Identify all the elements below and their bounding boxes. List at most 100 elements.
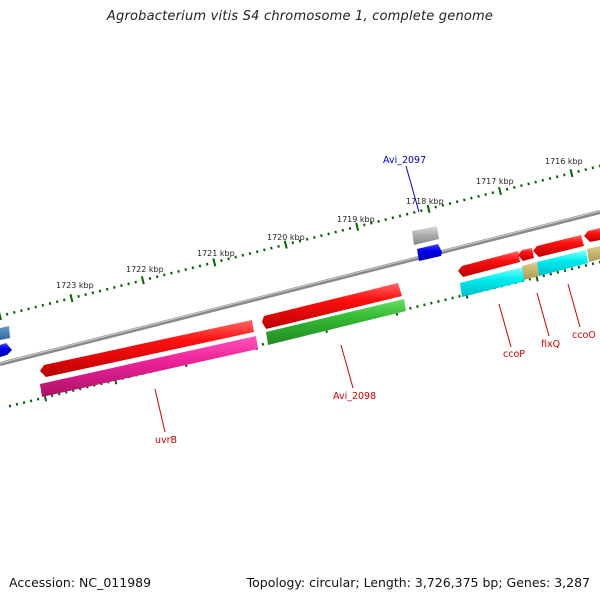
gene-blue — [417, 244, 442, 261]
map-title: Agrobacterium vitis S4 chromosome 1, com… — [106, 9, 494, 24]
gene-forward-middle — [262, 283, 402, 329]
outer-scale-minor-tick — [205, 262, 209, 266]
gene-forward-ccoo — [533, 235, 584, 257]
outer-scale-minor-tick — [455, 200, 459, 204]
accession-text: Accession: NC_011989 — [9, 575, 152, 590]
inner-scale-minor-tick — [50, 394, 54, 398]
outer-scale-major-tick — [569, 169, 574, 178]
inner-scale-minor-tick — [570, 267, 574, 271]
outer-scale-major-tick — [426, 204, 431, 213]
outer-scale-minor-tick — [248, 251, 252, 256]
outer-scale-dots — [0, 164, 600, 321]
outer-scale-major-tick — [498, 186, 502, 196]
outer-scale-minor-tick — [13, 310, 16, 314]
gene-left-edge-blue — [0, 343, 12, 357]
gene-ccoo-cyan — [537, 250, 588, 276]
outer-scale-minor-tick — [491, 191, 495, 195]
outer-scale-minor-tick — [591, 166, 595, 170]
outer-scale-minor-tick — [77, 294, 80, 298]
gene-ccop-cyan — [460, 267, 525, 297]
genome-backbone-highlight — [0, 210, 600, 364]
label-avi2098: Avi_2098 — [333, 391, 376, 402]
genome-backbone — [0, 210, 600, 366]
inner-scale-minor-tick — [437, 299, 440, 303]
outer-scale-major-tick — [355, 222, 360, 231]
outer-scale-minor-tick — [441, 203, 445, 207]
outer-scale-minor-tick — [91, 291, 95, 295]
gene-avi2098-green — [266, 299, 406, 345]
outer-scale-minor-tick — [555, 175, 559, 179]
inner-scale-minor-tick — [416, 305, 419, 309]
outer-scale-minor-tick — [227, 257, 230, 261]
outer-scale-minor-tick — [263, 248, 266, 252]
outer-scale-minor-tick — [27, 307, 30, 311]
outer-scale-minor-tick — [155, 275, 159, 279]
outer-scale-minor-tick — [48, 301, 52, 306]
outer-scale-minor-tick — [127, 282, 130, 286]
scale-label-1719: 1719 kbp — [337, 215, 375, 224]
leader-ccop — [498, 303, 512, 348]
outer-scale-minor-tick — [291, 241, 295, 245]
outer-scale-minor-tick — [305, 237, 309, 241]
outer-scale-minor-tick — [313, 235, 316, 239]
label-avi2097: Avi_2097 — [383, 155, 426, 166]
gene-forward-edge — [584, 228, 600, 242]
inner-scale-minor-tick — [8, 404, 12, 408]
outer-scale-minor-tick — [384, 218, 387, 222]
inner-scale-minor-tick — [584, 263, 588, 267]
outer-scale-minor-tick — [470, 196, 473, 200]
inner-scale-minor-tick — [444, 298, 447, 302]
inner-scale-minor-tick — [549, 272, 553, 276]
inner-scale-minor-tick — [15, 402, 19, 406]
outer-scale-minor-tick — [241, 253, 245, 257]
outer-scale-minor-tick — [448, 201, 452, 206]
outer-scale-minor-tick — [505, 187, 509, 191]
outer-scale-minor-tick — [405, 212, 409, 216]
scale-label-1720: 1720 kbp — [267, 233, 305, 242]
scale-label-1717: 1717 kbp — [476, 177, 514, 186]
scale-label-1718: 1718 kbp — [406, 197, 444, 206]
outer-scale-minor-tick — [563, 173, 566, 177]
leader-avi2097 — [405, 165, 420, 213]
gene-fixq-tan — [522, 262, 539, 280]
gene-forward-fixq — [518, 248, 534, 261]
outer-scale-minor-tick — [98, 289, 102, 293]
leader-uvrb — [154, 388, 166, 433]
scale-label-1721: 1721 kbp — [197, 249, 235, 258]
outer-scale-minor-tick — [255, 250, 259, 254]
outer-scale-minor-tick — [41, 303, 45, 307]
inner-scale-minor-tick — [556, 270, 560, 274]
outer-scale-minor-tick — [370, 221, 373, 225]
outer-scale-minor-tick — [177, 269, 180, 273]
outer-scale-minor-tick — [377, 219, 380, 223]
outer-scale-major-tick — [0, 311, 2, 321]
outer-scale-minor-tick — [420, 209, 423, 213]
outer-scale-minor-tick — [541, 178, 545, 182]
outer-scale-minor-tick — [527, 182, 530, 186]
leader-ccoo — [567, 283, 581, 328]
inner-scale-minor-tick — [22, 401, 26, 405]
label-ccop: ccoP — [503, 349, 525, 360]
gene-left-edge-steel — [0, 326, 10, 340]
outer-scale-major-tick — [212, 258, 217, 267]
inner-scale-minor-tick — [409, 306, 412, 310]
outer-scale-minor-tick — [434, 205, 437, 209]
outer-scale-minor-tick — [84, 293, 87, 297]
outer-scale-minor-tick — [584, 168, 587, 172]
outer-scale-major-tick — [283, 240, 288, 249]
outer-scale-minor-tick — [398, 214, 402, 218]
outer-scale-major-tick — [69, 294, 74, 303]
outer-scale-minor-tick — [413, 210, 416, 214]
inner-scale-minor-tick — [577, 265, 581, 269]
inner-scale-minor-tick — [423, 303, 426, 307]
outer-scale-minor-tick — [348, 226, 352, 231]
outer-scale-minor-tick — [113, 285, 116, 289]
leader-fixq — [536, 292, 550, 337]
outer-scale-minor-tick — [120, 284, 123, 288]
scale-label-1723: 1723 kbp — [56, 281, 94, 290]
outer-scale-minor-tick — [170, 271, 173, 275]
outer-scale-minor-tick — [191, 266, 195, 270]
outer-scale-minor-tick — [234, 255, 237, 259]
inner-scale-minor-tick — [458, 294, 461, 298]
